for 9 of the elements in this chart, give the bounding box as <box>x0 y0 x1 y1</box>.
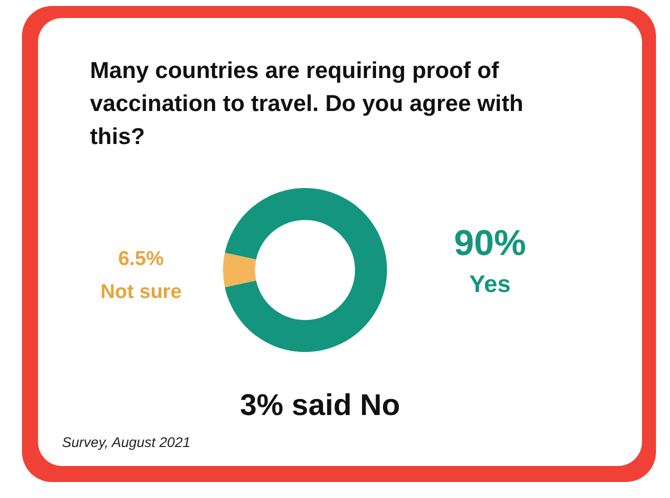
donut-slice <box>223 252 256 288</box>
slice-label: Yes <box>469 271 511 298</box>
text: Survey, August 2021 <box>62 434 190 450</box>
chart-title: Many countries are requiring proof of vaccination to travel. Do you agree with this? <box>90 57 524 149</box>
data-label: 6.5% <box>118 248 164 270</box>
slice-label: Not sure <box>100 281 182 303</box>
text: 3% said No <box>240 389 400 422</box>
data-label: 90% <box>454 222 526 263</box>
donut-slice <box>224 188 387 352</box>
